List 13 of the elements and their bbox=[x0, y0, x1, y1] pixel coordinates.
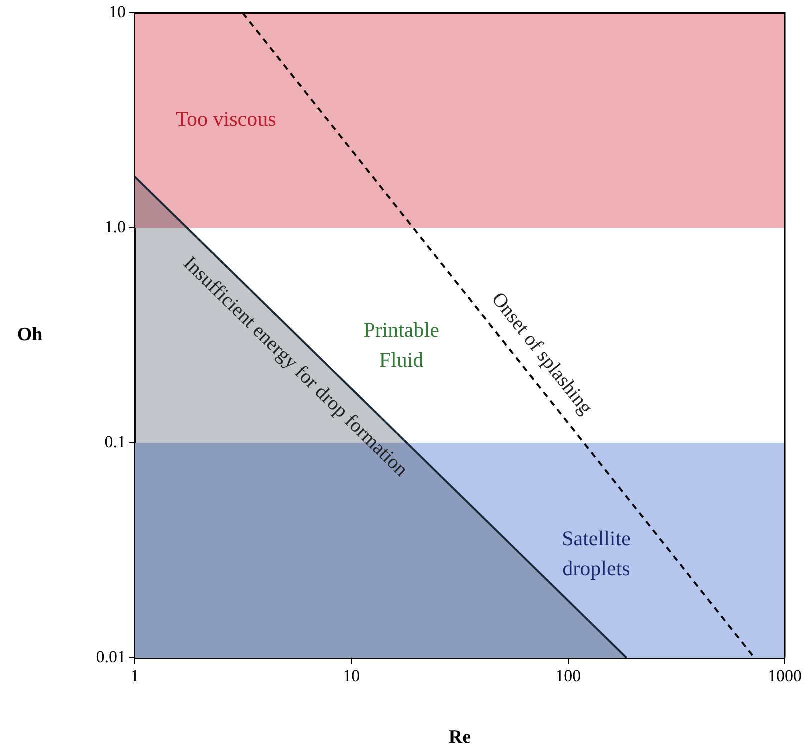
y-tick-label: 10 bbox=[109, 2, 126, 22]
annotation: Printable Fluid bbox=[364, 318, 440, 372]
x-tick-label: 100 bbox=[556, 666, 582, 686]
band-label: Satellite droplets bbox=[562, 526, 631, 580]
x-tick-label: 1 bbox=[130, 666, 140, 686]
y-tick-label: 0.01 bbox=[96, 647, 126, 666]
x-tick-label: 10 bbox=[343, 666, 360, 686]
y-axis-title: Oh bbox=[17, 324, 44, 346]
x-tick-label: 1000 bbox=[768, 666, 802, 686]
y-tick-label: 0.1 bbox=[104, 432, 126, 452]
x-axis-title: Re bbox=[448, 726, 472, 748]
y-tick-label: 1.0 bbox=[104, 218, 126, 237]
band-label: Too viscous bbox=[176, 107, 276, 132]
